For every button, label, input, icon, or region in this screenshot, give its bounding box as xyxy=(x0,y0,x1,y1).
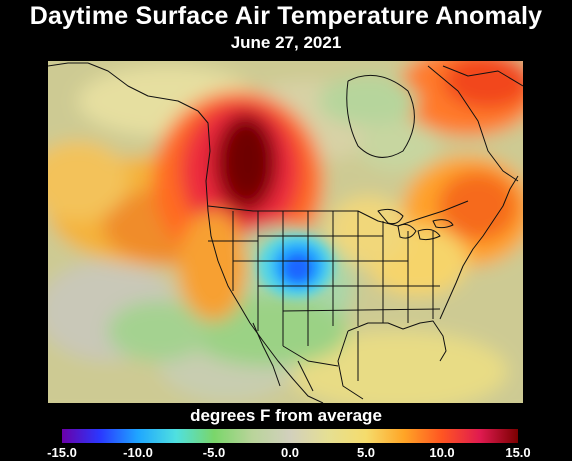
anomaly-field xyxy=(48,61,523,403)
legend-label: degrees F from average xyxy=(190,406,382,425)
legend-tick-label: 15.0 xyxy=(505,445,531,460)
cold-core xyxy=(258,234,334,298)
legend-tick-label: -15.0 xyxy=(47,445,77,460)
legend-tick-label: -5.0 xyxy=(202,445,226,460)
color-scale-rect xyxy=(62,429,518,443)
legend-tick-label: 5.0 xyxy=(356,445,376,460)
legend-tick-label: -10.0 xyxy=(123,445,153,460)
date-subtitle: June 27, 2021 xyxy=(230,33,342,52)
color-scale-bar xyxy=(62,429,518,443)
legend-tick-label: 0.0 xyxy=(280,445,300,460)
page-title: Daytime Surface Air Temperature Anomaly xyxy=(29,2,543,30)
legend-tick-label: 10.0 xyxy=(429,445,455,460)
anomaly-map xyxy=(48,61,523,403)
anomaly-map-svg xyxy=(48,61,523,403)
geographic-boundaries xyxy=(48,62,523,403)
